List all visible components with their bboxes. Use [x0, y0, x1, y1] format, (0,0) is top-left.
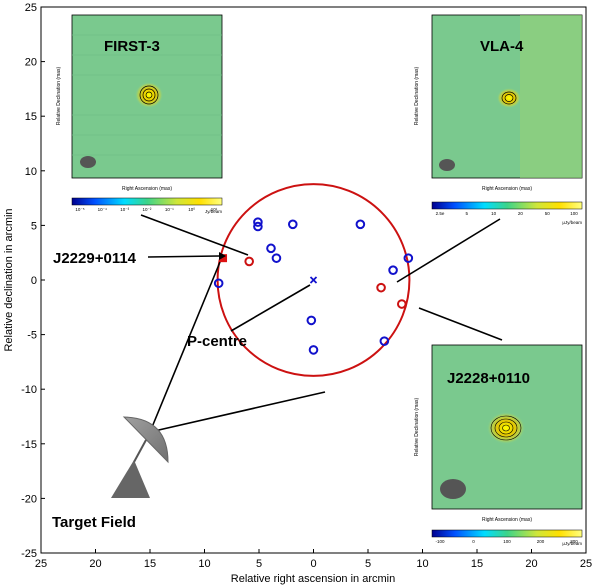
colorbar-tick-label: 20 [518, 211, 524, 216]
x-tick-label: 0 [310, 558, 316, 570]
y-tick-label: -5 [27, 330, 37, 342]
source-marker [213, 278, 224, 289]
highlighted-source-marker [396, 299, 407, 309]
svg-text:Relative Declination (mas): Relative Declination (mas) [414, 66, 420, 125]
y-tick-label: 10 [25, 166, 37, 178]
y-tick-label: -25 [21, 548, 37, 560]
x-tick-label: 25 [580, 558, 592, 570]
colorbar-tick-label: 0 [472, 539, 475, 544]
source-marker [379, 336, 390, 346]
colorbar-tick-label: 50 [545, 211, 551, 216]
colorbar-tick-label: 10⁻¹ [165, 207, 174, 212]
label-j2229: J2229+0114 [53, 250, 137, 267]
source-marker [308, 345, 319, 355]
y-tick-label: 25 [25, 2, 37, 14]
colorbar-tick-label: 10⁻⁵ [75, 207, 84, 212]
inset-vla-4-title: VLA-4 [480, 38, 524, 55]
y-tick-label: -10 [21, 384, 37, 396]
label-p-centre: P-centre [187, 333, 247, 350]
colorbar-tick-label: 10¹ [211, 207, 218, 212]
colorbar-tick-label: 200 [537, 539, 545, 544]
source-marker [388, 265, 398, 275]
colorbar-tick-label: 2.5e [436, 211, 445, 216]
colorbar-tick-label: 100 [503, 539, 511, 544]
source-marker [287, 219, 298, 230]
inset-first-3-title: FIRST-3 [104, 38, 160, 55]
arrow-head [219, 252, 226, 260]
source-marker [266, 243, 276, 254]
svg-text:Jy/beam: Jy/beam [205, 209, 222, 214]
svg-text:μJy/beam: μJy/beam [562, 541, 582, 546]
source-marker [355, 219, 366, 230]
pointing-centre-marker [309, 276, 318, 284]
x-tick-label: 15 [144, 558, 156, 570]
y-tick-label: 5 [31, 220, 37, 232]
y-axis-label: Relative declination in arcmin [3, 208, 15, 351]
x-tick-label: 5 [256, 558, 262, 570]
highlighted-source-marker [244, 256, 254, 267]
colorbar-tick-label: 10⁰ [188, 207, 195, 212]
colorbar-tick-label: 10 [491, 211, 497, 216]
x-tick-label: 10 [198, 558, 210, 570]
source-marker [306, 315, 317, 326]
x-tick-label: 20 [525, 558, 537, 570]
svg-text:Relative Declination (mas): Relative Declination (mas) [56, 66, 62, 125]
colorbar-tick-label: 10⁻³ [120, 207, 129, 212]
connector-lines [140, 214, 503, 433]
colorbar-tick-label: -100 [435, 539, 445, 544]
colorbar-tick-label: 100 [570, 211, 578, 216]
x-axis-ticks: 25 20 15 10 5 0 5 10 15 20 25 [35, 549, 592, 570]
svg-text:Right Ascension (mas): Right Ascension (mas) [482, 517, 532, 523]
x-tick-label: 20 [89, 558, 101, 570]
y-tick-label: -15 [21, 439, 37, 451]
colorbar-tick-label: 300 [570, 539, 578, 544]
x-tick-label: 5 [365, 558, 371, 570]
inset-j2228: J2228+0110 Right Ascension (mas) Relativ… [414, 344, 583, 546]
inset-first-3: FIRST-3 Right Ascension (mas) Relative D… [56, 14, 223, 214]
colorbar-tick-label: 10⁻² [143, 207, 152, 212]
x-tick-label: 10 [416, 558, 428, 570]
y-tick-label: 0 [31, 275, 37, 287]
y-tick-label: -20 [21, 493, 37, 505]
x-tick-label: 15 [471, 558, 483, 570]
source-marker [253, 217, 263, 227]
x-axis-label: Relative right ascension in arcmin [231, 573, 395, 585]
highlighted-source-marker [376, 282, 386, 293]
telescope-icon [111, 416, 169, 498]
source-marker [271, 253, 282, 263]
svg-text:Right Ascension (mas): Right Ascension (mas) [482, 186, 532, 192]
x-tick-label: 25 [35, 558, 47, 570]
label-target-field: Target Field [52, 514, 136, 531]
inset-j2228-title: J2228+0110 [447, 370, 530, 387]
svg-text:μJy/beam: μJy/beam [562, 220, 582, 225]
colorbar-tick-label: 5 [466, 211, 469, 216]
detected-sources [213, 217, 414, 355]
highlighted-sources [244, 256, 407, 309]
inset-vla-4: VLA-4 Right Ascension (mas) Relative Dec… [414, 14, 583, 225]
y-tick-label: 20 [25, 57, 37, 69]
y-tick-label: 15 [25, 111, 37, 123]
source-marker [253, 221, 263, 232]
y-axis-ticks: 25 20 15 10 5 0 -5 -10 -15 -20 -25 [21, 2, 45, 560]
colorbar-tick-label: 10⁻⁴ [98, 207, 107, 212]
source-marker [403, 253, 414, 263]
target-marker [219, 254, 228, 263]
svg-text:Right Ascension (mas): Right Ascension (mas) [122, 186, 172, 192]
svg-text:Relative Declination (mas): Relative Declination (mas) [414, 397, 420, 456]
